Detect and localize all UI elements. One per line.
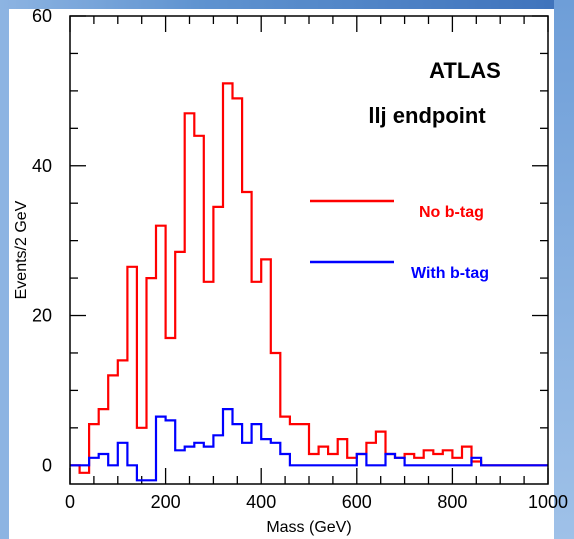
x-tick-label: 200 [151,492,181,512]
y-tick-label: 40 [32,156,52,176]
y-tick-label: 20 [32,306,52,326]
plot-background [9,9,554,539]
series-with-btag-histogram [70,408,548,482]
series-no-btag-histogram [70,82,548,474]
x-tick-label: 400 [246,492,276,512]
legend: No b-tag With b-tag [310,199,489,282]
y-tick-label: 60 [32,6,52,26]
legend-label-with-btag: With b-tag [411,265,489,282]
x-tick-label: 1000 [528,492,568,512]
tick-labels: 0 200 400 600 800 1000 0 20 40 60 [32,6,568,512]
annotation-atlas: ATLAS [429,58,501,83]
slide-top-border [0,0,574,9]
y-axis-label: Events/2 GeV [13,200,30,299]
legend-label-no-btag: No b-tag [419,204,484,221]
x-tick-label: 800 [437,492,467,512]
slide-left-border [0,0,9,539]
x-tick-label: 0 [65,492,75,512]
series-layer [70,82,548,482]
annotation-llj-endpoint: llj endpoint [368,103,486,128]
x-tick-label: 600 [342,492,372,512]
plot-frame [69,15,549,485]
x-axis-label: Mass (GeV) [266,519,351,536]
slide-right-border [554,0,574,539]
y-tick-label: 0 [42,455,52,475]
